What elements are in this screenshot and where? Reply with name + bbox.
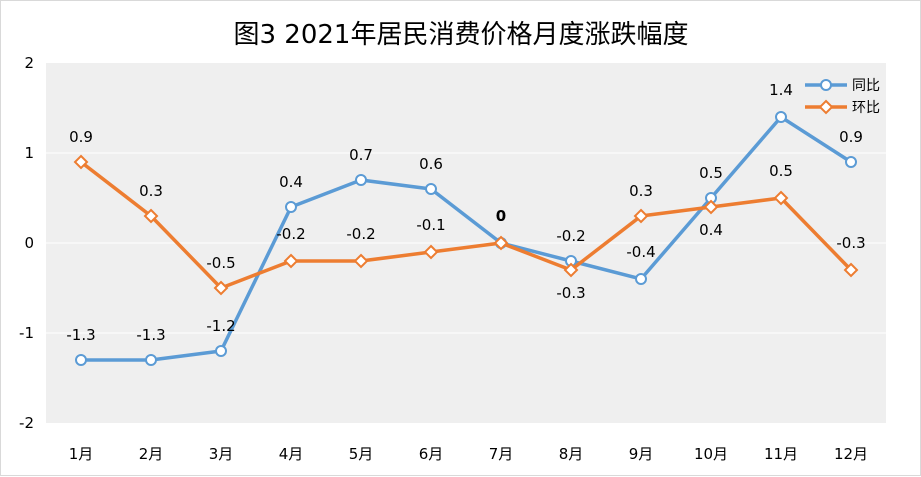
x-tick-label: 12月	[834, 445, 868, 463]
data-label: -0.4	[626, 243, 655, 261]
data-point-yoy	[775, 111, 787, 123]
data-label: 0.5	[699, 164, 723, 182]
x-axis-ticks: 1月 2月 3月 4月 5月 6月 7月 8月 9月 10月 11月 12月	[69, 445, 868, 463]
y-axis-ticks: 2 1 0 -1 -2	[19, 54, 34, 432]
x-tick-label: 8月	[559, 445, 584, 463]
data-label: 0	[496, 207, 506, 225]
data-label: -0.2	[346, 225, 375, 243]
data-point-mom	[633, 208, 649, 224]
data-point-yoy	[635, 273, 647, 285]
y-tick-label: 2	[24, 54, 34, 72]
data-label: 0.5	[769, 162, 793, 180]
data-label: -1.3	[66, 326, 95, 344]
data-point-yoy	[215, 345, 227, 357]
data-label: 0.4	[699, 221, 723, 239]
data-point-yoy	[355, 174, 367, 186]
series-line-yoy	[81, 115, 852, 362]
data-label: -0.3	[556, 284, 585, 302]
data-point-yoy	[75, 354, 87, 366]
x-tick-label: 11月	[764, 445, 798, 463]
y-tick-label: -2	[19, 414, 34, 432]
data-point-mom	[353, 253, 369, 269]
x-tick-label: 2月	[139, 445, 164, 463]
data-labels: -1.3 -1.3 -1.2 0.4 0.7 0.6 0 -0.2 -0.4 0.5 1.4 0.9 0…	[66, 81, 865, 344]
data-label: 0.9	[839, 128, 863, 146]
data-point-yoy	[845, 156, 857, 168]
data-label: -0.3	[836, 234, 865, 252]
legend-marker	[820, 79, 832, 91]
data-point-mom	[213, 280, 229, 296]
data-label: 0.7	[349, 146, 373, 164]
series-layer	[73, 111, 859, 366]
data-label: -1.3	[136, 326, 165, 344]
series-line-mom	[79, 160, 853, 290]
data-point-mom	[493, 235, 509, 251]
data-label: 0.3	[629, 182, 653, 200]
data-point-yoy	[425, 183, 437, 195]
gridlines	[46, 152, 886, 334]
legend-label: 环比	[852, 100, 880, 116]
chart-title: 图3 2021年居民消费价格月度涨跌幅度	[234, 20, 689, 50]
data-label: -0.2	[276, 225, 305, 243]
data-point-mom	[73, 154, 89, 170]
y-tick-label: 0	[24, 234, 34, 252]
y-tick-label: -1	[19, 324, 34, 342]
data-label: -0.2	[556, 227, 585, 245]
x-tick-label: 1月	[69, 445, 94, 463]
data-point-yoy	[145, 354, 157, 366]
data-label: 0.6	[419, 155, 443, 173]
data-label: -0.1	[416, 216, 445, 234]
x-tick-label: 6月	[419, 445, 444, 463]
data-point-mom	[773, 190, 789, 206]
legend-marker	[818, 99, 834, 115]
data-point-mom	[283, 253, 299, 269]
x-tick-label: 3月	[209, 445, 234, 463]
data-point-mom	[423, 244, 439, 260]
data-point-mom	[563, 262, 579, 278]
data-label: 0.9	[69, 128, 93, 146]
data-label: 0.3	[139, 182, 163, 200]
data-label: 0.4	[279, 173, 303, 191]
data-point-mom	[143, 208, 159, 224]
data-point-yoy	[285, 201, 297, 213]
legend-label: 同比	[852, 78, 880, 94]
y-tick-label: 1	[24, 144, 34, 162]
data-label: -0.5	[206, 254, 235, 272]
data-label: 1.4	[769, 81, 793, 99]
x-tick-label: 5月	[349, 445, 374, 463]
data-point-mom	[703, 199, 719, 215]
data-label: -1.2	[206, 317, 235, 335]
x-tick-label: 10月	[694, 445, 728, 463]
x-tick-label: 9月	[629, 445, 654, 463]
data-point-mom	[843, 262, 859, 278]
x-tick-label: 7月	[489, 445, 514, 463]
x-tick-label: 4月	[279, 445, 304, 463]
